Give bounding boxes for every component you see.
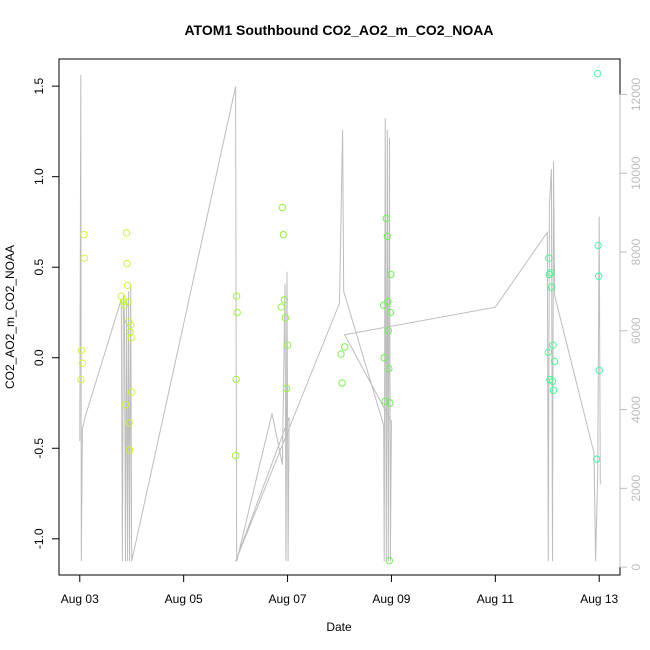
x-axis: Aug 03 Aug 05 Aug 07 Aug 09 Aug 11 Aug 13 xyxy=(61,574,619,606)
x-axis-title: Date xyxy=(326,620,352,634)
data-point xyxy=(547,283,556,291)
y2-tick-label: 10000 xyxy=(629,156,643,190)
data-point xyxy=(386,308,395,317)
data-point xyxy=(232,292,241,300)
x-tick-label: Aug 13 xyxy=(580,592,618,606)
y2-tick-label: 6000 xyxy=(629,317,643,344)
y-tick-label: 0.5 xyxy=(32,259,46,276)
data-point xyxy=(125,446,134,454)
y-tick-label: 1.0 xyxy=(32,168,46,185)
data-point xyxy=(547,268,555,277)
data-point xyxy=(340,343,349,351)
data-point xyxy=(549,386,558,395)
data-point xyxy=(383,232,391,241)
scatter-points xyxy=(77,69,603,565)
data-point xyxy=(550,357,559,366)
y2-tick-label: 12000 xyxy=(629,77,643,111)
series-line xyxy=(79,74,601,562)
data-point xyxy=(544,348,553,357)
data-point xyxy=(595,366,603,375)
data-point xyxy=(379,301,388,309)
data-point xyxy=(382,214,390,223)
y2-tick-label: 8000 xyxy=(629,238,643,265)
data-point xyxy=(283,341,292,349)
data-point xyxy=(545,254,553,262)
chart-title: ATOM1 Southbound CO2_AO2_m_CO2_NOAA xyxy=(184,22,493,38)
data-point xyxy=(80,230,88,239)
data-point xyxy=(78,359,87,367)
y-axis-title: CO2_AO2_m_CO2_NOAA xyxy=(3,245,17,389)
data-point xyxy=(127,334,135,342)
y2-tick-label: 4000 xyxy=(629,396,643,423)
data-point xyxy=(128,388,136,396)
right-axis-line-series xyxy=(79,74,601,562)
data-point xyxy=(233,308,241,317)
data-point xyxy=(232,375,240,384)
y-axis-left: -1.0 -0.5 0.0 0.5 1.0 1.5 xyxy=(32,77,60,549)
data-point xyxy=(279,230,288,239)
data-point xyxy=(549,341,557,349)
data-point xyxy=(123,281,132,290)
data-point xyxy=(77,375,85,384)
data-point xyxy=(337,350,345,358)
data-point xyxy=(545,270,554,279)
x-tick-label: Aug 05 xyxy=(165,592,203,606)
y2-tick-label: 0 xyxy=(629,563,643,570)
x-tick-label: Aug 03 xyxy=(61,592,99,606)
y-tick-label: -1.0 xyxy=(32,528,46,549)
data-point xyxy=(338,379,346,387)
data-point xyxy=(280,296,289,304)
x-tick-label: Aug 09 xyxy=(372,592,410,606)
data-point xyxy=(593,69,602,78)
data-point xyxy=(592,455,601,463)
data-point xyxy=(386,399,394,407)
data-point xyxy=(124,317,133,326)
data-point xyxy=(381,397,389,405)
data-point xyxy=(122,229,131,237)
y-axis-right: 0 2000 4000 6000 8000 10000 12000 xyxy=(619,77,643,570)
x-tick-label: Aug 07 xyxy=(269,592,307,606)
y2-tick-label: 2000 xyxy=(629,475,643,502)
y-tick-label: 1.5 xyxy=(32,77,46,94)
data-point xyxy=(384,326,393,335)
data-point xyxy=(380,354,388,362)
data-point xyxy=(125,419,133,427)
data-point xyxy=(281,314,290,322)
data-point xyxy=(121,401,130,409)
data-point xyxy=(595,272,603,280)
data-point xyxy=(77,346,86,355)
y-tick-label: 0.0 xyxy=(32,349,46,366)
data-point xyxy=(548,377,557,385)
data-point xyxy=(124,297,132,306)
data-point xyxy=(126,321,135,329)
y-tick-label: -0.5 xyxy=(32,438,46,459)
data-point xyxy=(278,203,287,212)
data-point xyxy=(123,259,131,268)
data-point xyxy=(282,384,291,393)
data-point xyxy=(385,556,394,565)
data-point xyxy=(385,364,393,373)
data-point xyxy=(277,303,286,311)
data-point xyxy=(594,241,602,250)
data-point xyxy=(119,297,128,306)
data-point xyxy=(387,270,395,279)
x-tick-label: Aug 11 xyxy=(477,592,514,606)
data-point xyxy=(231,451,240,460)
data-point xyxy=(80,254,89,262)
data-point xyxy=(384,297,392,306)
data-point xyxy=(126,328,134,337)
